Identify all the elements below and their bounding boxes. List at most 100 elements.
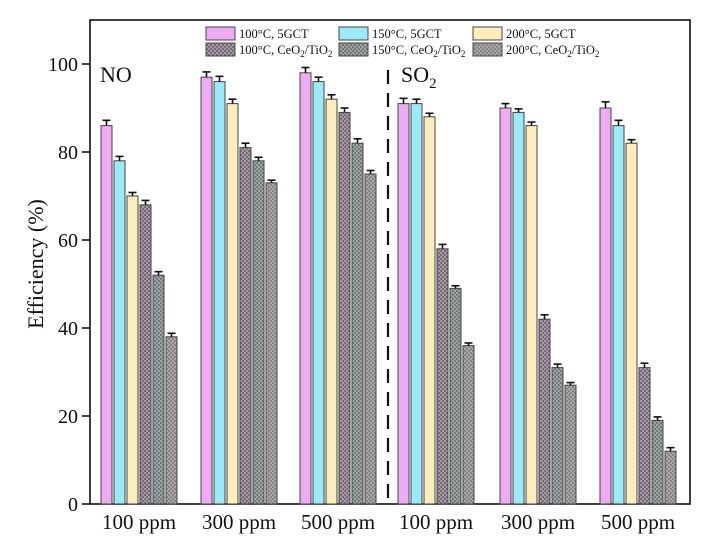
bar (625, 142, 638, 505)
bar (299, 72, 312, 505)
bar (564, 384, 577, 505)
legend-label: 100°C, CeO2/TiO2 (239, 43, 332, 59)
bar-group-1 (200, 71, 278, 505)
x-axis: 100 ppm 300 ppm 500 ppm 100 ppm 300 ppm 500 p… (102, 510, 675, 534)
legend-swatch (472, 42, 503, 57)
y-tick-label: 80 (58, 142, 78, 164)
bar (165, 336, 178, 505)
bar (126, 195, 139, 505)
error-bar (553, 363, 562, 368)
legend: 100°C, 5GCT 150°C, 5GCT 200°C, 5GCT 100°C, … (205, 26, 599, 59)
panel-label: NO (100, 62, 132, 87)
y-tick-label: 0 (68, 494, 78, 516)
bar (152, 274, 165, 505)
bar (113, 160, 126, 505)
error-bar (314, 76, 323, 82)
error-bar (102, 119, 111, 126)
error-bar (653, 416, 662, 421)
legend-swatch (205, 42, 236, 57)
legend-item: 150°C, 5GCT (338, 26, 442, 41)
error-bar (540, 313, 549, 320)
bar-group-5 (599, 101, 677, 505)
error-bar (202, 71, 211, 78)
bar (239, 147, 252, 505)
bars-layer (100, 66, 677, 505)
error-bar (412, 98, 421, 104)
error-bar (154, 270, 163, 276)
legend-item: 100°C, 5GCT (205, 26, 309, 41)
bar (397, 103, 410, 505)
bar (512, 111, 525, 505)
x-tick-label: 300 ppm (501, 510, 575, 534)
x-tick-label: 100 ppm (102, 510, 176, 534)
legend-item: 100°C, CeO2/TiO2 (205, 42, 332, 59)
bar (538, 318, 551, 505)
x-tick-label: 300 ppm (202, 510, 276, 534)
error-bar (353, 138, 362, 144)
x-tick-label: 500 ppm (301, 510, 375, 534)
bar (351, 142, 364, 505)
y-tick-label: 100 (48, 54, 78, 76)
bar (599, 107, 612, 505)
legend-swatch (338, 42, 369, 57)
bar (449, 287, 462, 505)
error-bar (666, 446, 675, 452)
error-bar (301, 66, 310, 73)
error-bar (614, 119, 623, 126)
error-bar (627, 138, 636, 144)
legend-label: 150°C, CeO2/TiO2 (372, 43, 465, 59)
y-axis-label: Efficiency (%) (23, 199, 48, 329)
error-bar (451, 284, 460, 289)
legend-swatch (205, 26, 236, 41)
bar (213, 81, 226, 505)
y-tick-label: 40 (58, 318, 78, 340)
x-tick-label: 500 ppm (601, 510, 675, 534)
bar (651, 419, 664, 505)
error-bar (514, 108, 523, 113)
error-bar (399, 97, 408, 104)
bar (525, 125, 538, 505)
error-bar (425, 112, 434, 117)
bar (436, 248, 449, 505)
legend-swatch (472, 26, 503, 41)
bar-group-4 (499, 102, 577, 505)
bar (139, 204, 152, 505)
bar (364, 173, 377, 505)
panel-label: SO2 (401, 62, 437, 92)
bar (551, 367, 564, 505)
legend-label: 100°C, 5GCT (239, 27, 309, 41)
bar (664, 450, 677, 505)
error-bar (601, 101, 610, 108)
legend-label: 200°C, 5GCT (506, 27, 576, 41)
bar (638, 367, 651, 505)
error-bar (128, 191, 137, 196)
bar (312, 81, 325, 505)
bar-group-3 (397, 97, 475, 505)
bar (423, 116, 436, 505)
bar (499, 107, 512, 505)
bar-group-0 (100, 119, 178, 505)
error-bar (115, 155, 124, 161)
bar (265, 182, 278, 505)
error-bar (254, 156, 263, 161)
bar (325, 98, 338, 505)
error-bar (141, 199, 150, 205)
error-bar (566, 381, 575, 386)
error-bar (527, 121, 536, 126)
bar (338, 111, 351, 505)
legend-item: 200°C, CeO2/TiO2 (472, 42, 599, 59)
y-tick-label: 20 (58, 406, 78, 428)
bar (410, 103, 423, 505)
bar (462, 345, 475, 505)
bar (200, 76, 213, 505)
legend-swatch (338, 26, 369, 41)
bar (612, 125, 625, 505)
panel-labels: NO SO2 (100, 62, 437, 92)
error-bar (464, 342, 473, 346)
y-axis: 0 20 40 60 80 100 (48, 54, 90, 516)
bar (100, 125, 113, 505)
error-bar (267, 179, 276, 183)
error-bar (366, 169, 375, 174)
legend-label: 150°C, 5GCT (372, 27, 442, 41)
